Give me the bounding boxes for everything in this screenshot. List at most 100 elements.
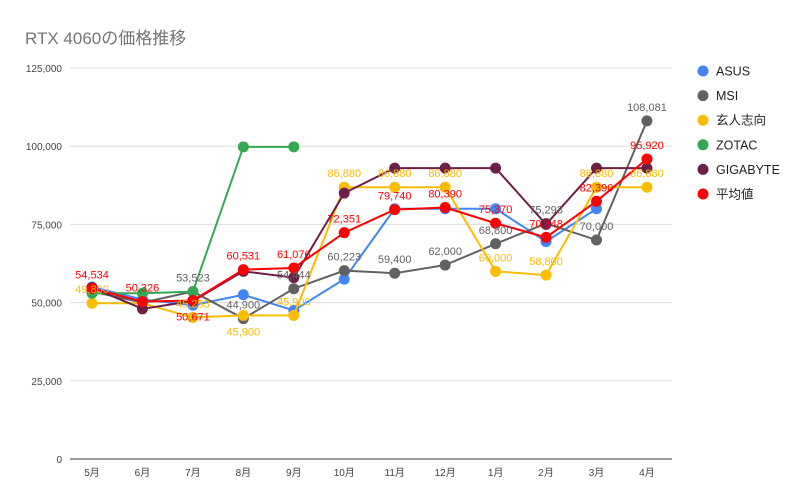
series-line <box>91 158 648 303</box>
data-point <box>136 296 148 308</box>
data-label: 62,000 <box>428 246 462 258</box>
y-tick-label: 25,000 <box>31 377 62 388</box>
data-label: 75,293 <box>529 204 563 216</box>
legend-marker <box>697 163 709 175</box>
legend-label: ASUS <box>716 65 750 79</box>
data-point <box>288 262 300 274</box>
data-point <box>540 218 552 230</box>
data-point <box>288 309 300 321</box>
data-label: 54,444 <box>277 270 311 282</box>
data-point <box>540 269 552 281</box>
data-label: 86,880 <box>378 168 412 180</box>
data-label: 60,000 <box>479 252 513 264</box>
data-point <box>288 283 300 295</box>
legend-label: GIGABYTE <box>716 163 780 177</box>
data-point <box>389 181 401 193</box>
data-label: 70,000 <box>580 221 614 233</box>
x-tick-label: 1月 <box>488 467 504 479</box>
data-label: 79,740 <box>378 191 412 203</box>
data-point <box>591 195 602 207</box>
data-label: 82,390 <box>580 182 614 194</box>
data-point <box>338 273 350 285</box>
legend-label: 玄人志向 <box>716 113 766 128</box>
data-label: 60,223 <box>327 252 361 264</box>
data-label: 50,326 <box>126 283 160 295</box>
y-tick-label: 100,000 <box>26 142 63 153</box>
data-point <box>439 162 451 174</box>
data-label: 50,671 <box>176 312 210 324</box>
x-tick-label: 6月 <box>135 467 151 479</box>
x-tick-label: 2月 <box>538 467 554 479</box>
data-label: 59,400 <box>378 254 412 266</box>
data-label: 86,880 <box>580 168 614 180</box>
data-point <box>490 217 502 229</box>
data-point <box>389 204 401 216</box>
legend-marker <box>697 65 709 77</box>
series-line <box>91 167 647 310</box>
data-label: 53,523 <box>176 273 210 285</box>
data-point <box>338 187 350 199</box>
data-point <box>641 162 653 174</box>
data-point <box>490 162 502 174</box>
data-point <box>237 141 249 153</box>
y-tick-label: 50,000 <box>31 299 62 310</box>
data-point <box>591 234 602 246</box>
data-point <box>591 162 602 174</box>
data-label: 108,081 <box>627 102 667 114</box>
x-tick-label: 11月 <box>385 467 405 479</box>
data-point <box>187 295 199 307</box>
data-label: 72,351 <box>327 214 361 226</box>
series-line <box>91 120 648 320</box>
data-point <box>288 141 300 153</box>
x-tick-label: 12月 <box>435 467 456 479</box>
data-label: 86,880 <box>327 168 361 180</box>
y-tick-label: 125,000 <box>26 64 63 75</box>
data-point <box>237 289 249 301</box>
legend-label: ZOTAC <box>716 138 757 152</box>
legend-marker <box>697 139 709 151</box>
x-tick-label: 9月 <box>286 467 302 479</box>
data-point <box>338 227 350 239</box>
data-point <box>187 286 199 298</box>
data-label: 60,531 <box>227 251 261 263</box>
x-tick-label: 5月 <box>84 467 100 479</box>
data-label: 49,800 <box>75 284 109 296</box>
data-point <box>86 282 98 294</box>
data-point <box>591 181 602 193</box>
data-point <box>439 181 451 193</box>
data-label: 44,900 <box>227 300 261 312</box>
data-label: 86,880 <box>428 168 462 180</box>
chart-title: RTX 4060の価格推移 <box>25 29 187 48</box>
data-point <box>490 203 502 215</box>
data-point <box>237 264 249 276</box>
x-tick-label: 4月 <box>639 467 655 479</box>
legend-label: MSI <box>716 89 738 103</box>
data-point <box>641 153 653 165</box>
legend-marker <box>697 90 709 102</box>
data-point <box>187 311 199 323</box>
data-label: 45,900 <box>227 326 261 338</box>
data-point <box>237 309 249 321</box>
x-tick-label: 10月 <box>334 467 355 479</box>
data-label: 45,900 <box>277 296 311 308</box>
y-tick-label: 0 <box>56 455 62 466</box>
legend-label: 平均値 <box>716 187 754 202</box>
data-point <box>86 297 98 309</box>
data-label: 95,920 <box>630 140 664 152</box>
data-point <box>439 202 451 214</box>
data-point <box>641 115 653 127</box>
data-label: 70,848 <box>529 218 563 230</box>
data-label: 75,370 <box>479 204 513 216</box>
data-point <box>490 238 502 250</box>
data-label: 68,800 <box>479 225 513 237</box>
y-tick-label: 75,000 <box>31 220 62 231</box>
data-point <box>136 287 148 299</box>
data-point <box>490 265 502 277</box>
data-label: 45,253 <box>176 298 210 310</box>
data-label: 58,800 <box>529 256 563 268</box>
data-point <box>338 265 350 277</box>
x-tick-label: 7月 <box>185 467 201 479</box>
x-tick-label: 8月 <box>236 467 252 479</box>
